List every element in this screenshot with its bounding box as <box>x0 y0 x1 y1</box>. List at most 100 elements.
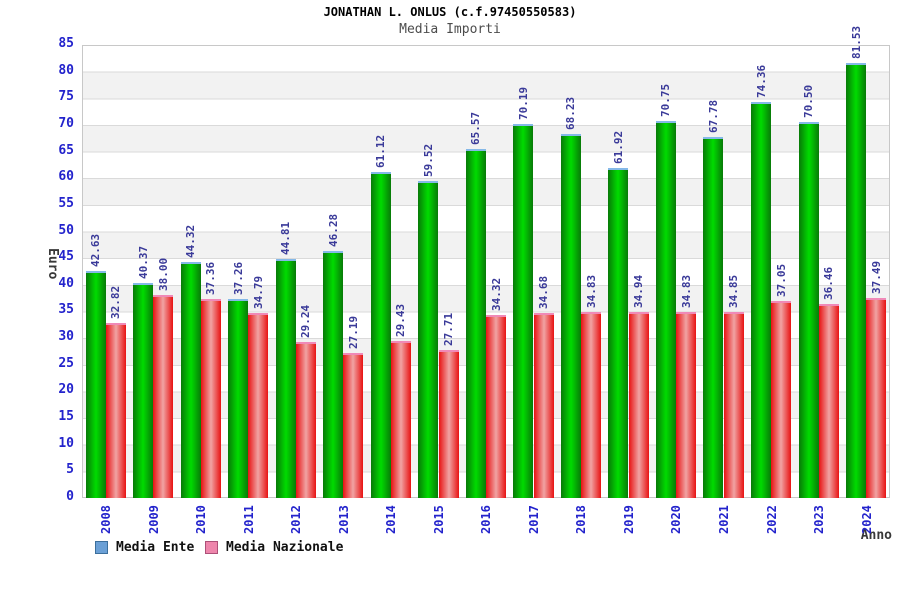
bar-media-ente-2020 <box>655 120 676 498</box>
x-tick-label: 2022 <box>764 505 779 534</box>
legend-item-media-ente: Media Ente <box>95 540 194 555</box>
bar-media-nazionale-2017 <box>533 313 554 498</box>
x-tick-label: 2012 <box>289 505 304 534</box>
bar-media-ente-2013 <box>323 251 344 498</box>
x-tick-label: 2016 <box>479 505 494 534</box>
legend-swatch-media-ente <box>95 541 108 554</box>
x-tick-label: 2014 <box>384 505 399 534</box>
legend-item-media-nazionale: Media Nazionale <box>205 540 343 555</box>
legend-label-media-ente: Media Ente <box>116 540 195 555</box>
bar-value-label: 27.19 <box>346 315 360 350</box>
bar-value-label: 34.68 <box>537 276 551 310</box>
y-tick-label: 30 <box>58 329 74 345</box>
bar-value-label: 29.43 <box>394 304 408 338</box>
x-tick-label: 2011 <box>241 505 256 534</box>
bar-value-label: 34.32 <box>489 277 503 312</box>
bar-value-label: 27.71 <box>442 313 455 347</box>
bar-media-nazionale-2015 <box>438 350 459 498</box>
bar-value-label: 34.83 <box>679 275 693 309</box>
bar-media-ente-2023 <box>798 122 819 498</box>
bar-value-label: 34.94 <box>632 274 646 308</box>
y-axis-title: Euro <box>45 248 60 280</box>
bar-value-label: 36.46 <box>822 266 836 300</box>
bar-media-ente-2018 <box>560 134 581 498</box>
bar-value-label: 42.63 <box>89 233 103 267</box>
y-tick-label: 50 <box>58 222 74 238</box>
bar-media-nazionale-2023 <box>818 303 839 498</box>
bar-media-ente-2019 <box>608 168 629 498</box>
y-tick-label: 85 <box>58 36 74 51</box>
bar-value-label: 44.32 <box>184 224 198 258</box>
bar-value-label: 46.28 <box>326 214 340 248</box>
x-tick-label: 2009 <box>146 505 161 534</box>
bar-media-ente-2016 <box>465 148 486 498</box>
x-tick-label: 2017 <box>526 505 541 534</box>
y-tick-label: 80 <box>58 62 74 78</box>
y-tick-label: 10 <box>58 435 74 451</box>
x-tick-label: 2021 <box>716 505 731 534</box>
x-tick-label: 2013 <box>336 505 351 534</box>
chart-title: JONATHAN L. ONLUS (c.f.97450550583) <box>323 5 577 19</box>
x-tick-label: 2018 <box>574 505 589 534</box>
bar-value-label: 34.83 <box>584 275 598 309</box>
bar-media-ente-2021 <box>703 136 724 498</box>
bar-value-label: 70.19 <box>516 86 530 120</box>
bar-media-ente-2015 <box>418 180 439 498</box>
bar-value-label: 40.37 <box>136 245 150 279</box>
bar-value-label: 74.36 <box>754 64 768 98</box>
x-tick-label: 2010 <box>194 505 209 534</box>
bar-media-nazionale-2013 <box>343 353 364 498</box>
bar-media-ente-2010 <box>180 261 201 498</box>
bar-value-label: 37.49 <box>869 261 883 295</box>
bar-value-label: 37.26 <box>231 262 245 296</box>
bar-value-label: 70.50 <box>802 85 816 119</box>
x-tick-label: 2015 <box>431 505 446 534</box>
bar-media-ente-2011 <box>228 299 249 498</box>
y-tick-label: 35 <box>58 302 74 318</box>
bar-value-label: 37.05 <box>774 263 788 297</box>
y-tick-label: 15 <box>58 409 74 425</box>
bar-media-ente-2008 <box>85 270 106 498</box>
bar-value-label: 59.52 <box>421 143 435 177</box>
bar-value-label: 68.23 <box>564 97 578 131</box>
y-tick-label: 55 <box>58 195 74 211</box>
bar-media-ente-2009 <box>133 282 154 498</box>
y-tick-label: 20 <box>58 382 74 398</box>
legend-label-media-nazionale: Media Nazionale <box>226 540 344 555</box>
bar-media-nazionale-2020 <box>676 312 697 498</box>
bar-value-label: 67.78 <box>706 99 720 133</box>
bar-value-label: 65.57 <box>469 111 483 145</box>
bar-media-ente-2014 <box>370 172 391 498</box>
y-tick-label: 5 <box>66 462 74 478</box>
bar-media-nazionale-2016 <box>486 315 507 498</box>
bar-media-ente-2022 <box>751 101 771 498</box>
bar-media-ente-2012 <box>275 259 296 498</box>
bar-media-ente-2017 <box>513 123 534 498</box>
chart-subtitle: Media Importi <box>399 22 501 37</box>
y-tick-label: 70 <box>58 115 74 131</box>
y-tick-label: 45 <box>58 249 74 265</box>
bar-media-nazionale-2010 <box>200 298 221 498</box>
bar-value-label: 32.82 <box>109 285 123 320</box>
legend-swatch-media-nazionale <box>205 541 218 554</box>
bar-value-label: 44.81 <box>279 222 293 256</box>
bar-media-nazionale-2021 <box>723 312 744 498</box>
bar-media-ente-2024 <box>846 63 867 498</box>
bar-value-label: 34.85 <box>727 275 741 309</box>
bar-value-label: 34.79 <box>251 275 265 309</box>
y-tick-label: 60 <box>58 169 74 185</box>
bar-media-nazionale-2011 <box>248 312 269 498</box>
bar-media-nazionale-2014 <box>390 341 411 498</box>
bar-media-nazionale-2008 <box>105 323 126 498</box>
bar-value-label: 38.00 <box>156 258 170 292</box>
bar-media-nazionale-2022 <box>771 300 792 498</box>
bar-media-nazionale-2019 <box>628 311 649 498</box>
bar-media-nazionale-2012 <box>295 342 316 498</box>
bar-value-label: 37.36 <box>204 261 218 295</box>
x-tick-label: 2020 <box>669 505 684 534</box>
bar-media-nazionale-2009 <box>153 295 174 498</box>
bar-value-label: 70.75 <box>659 83 673 117</box>
x-tick-label: 2023 <box>812 505 827 534</box>
bar-value-label: 81.53 <box>849 26 863 60</box>
